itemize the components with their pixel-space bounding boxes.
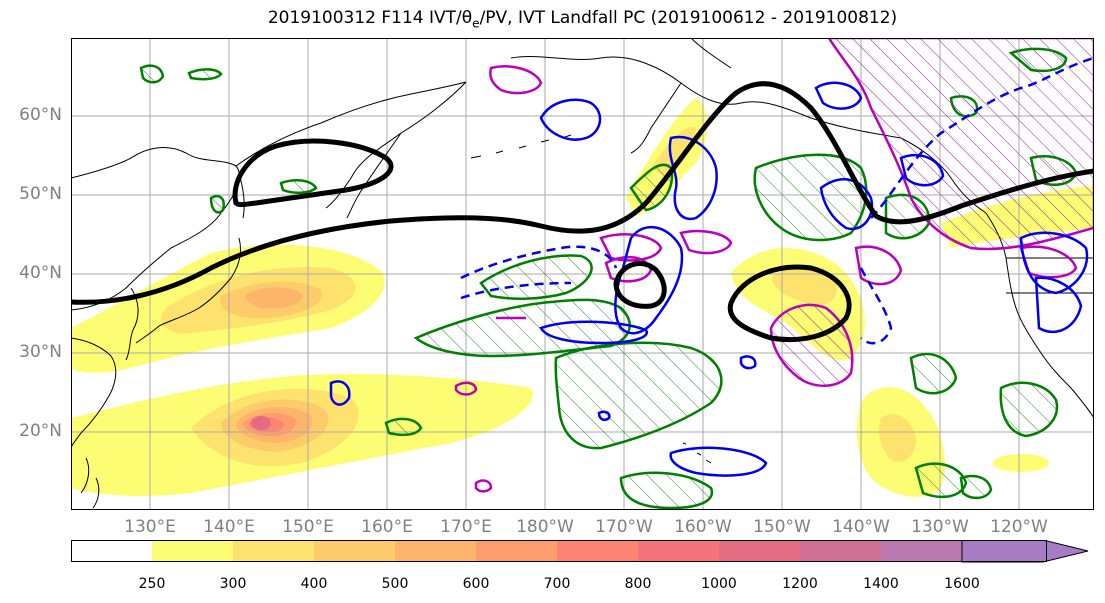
colorbar-segment-below-250 [71,540,152,562]
colorbar-segment-1600 [961,540,1089,563]
lon-label-170w: 170°W [595,517,653,537]
colorbar-segment-500 [395,540,476,562]
colorbar-label-300: 300 [219,576,247,592]
colorbar-segment-600 [476,540,557,562]
colorbar-label-400: 400 [300,576,328,592]
colorbar-label-700: 700 [543,576,571,592]
colorbar-label-1200: 1200 [782,576,818,592]
colorbar-label-800: 800 [624,576,652,592]
lat-label-30n: 30°N [19,342,62,362]
colorbar-label-1000: 1000 [701,576,737,592]
lon-label-130e: 130°E [124,517,176,537]
lat-label-40n: 40°N [19,263,62,283]
lat-label-60n: 60°N [19,105,62,125]
colorbar-segment-250 [152,540,233,562]
theta-e-contours [71,81,1094,343]
colorbar-segment-800 [638,540,719,562]
colorbar-segment-1000 [719,540,800,562]
colorbar-segment-700 [557,540,638,562]
colorbar-label-1600: 1600 [944,576,980,592]
colorbar-segment-1200 [800,540,881,562]
lon-label-150e: 150°E [282,517,334,537]
lon-label-140w: 140°W [832,517,890,537]
pv-dashed-contours [460,56,1094,345]
lon-label-130w: 130°W [911,517,969,537]
lon-label-180w: 180°W [516,517,574,537]
lat-label-20n: 20°N [19,421,62,441]
lon-label-140e: 140°E [203,517,255,537]
colorbar-segment-400 [314,540,395,562]
lon-label-170e: 170°E [440,517,492,537]
lon-label-120w: 120°W [990,517,1048,537]
lon-label-160e: 160°E [361,517,413,537]
colorbar-label-500: 500 [381,576,409,592]
lat-label-50n: 50°N [19,184,62,204]
map-title: 2019100312 F114 IVT/θe/PV, IVT Landfall … [267,8,898,31]
map-panel [71,38,1094,510]
colorbar-label-1400: 1400 [863,576,899,592]
colorbar-segment-300 [233,540,314,562]
colorbar-segment-1400 [881,540,962,562]
map-frame [71,38,1094,510]
lon-label-160w: 160°W [674,517,732,537]
pv-solid-contours [329,81,1089,477]
colorbar-label-250: 250 [138,576,166,592]
ivt-colorbar [71,540,1089,563]
lon-label-150w: 150°W [753,517,811,537]
pc-magenta-contours [454,38,1094,493]
colorbar-frame [71,540,1047,562]
colorbar-label-600: 600 [462,576,490,592]
